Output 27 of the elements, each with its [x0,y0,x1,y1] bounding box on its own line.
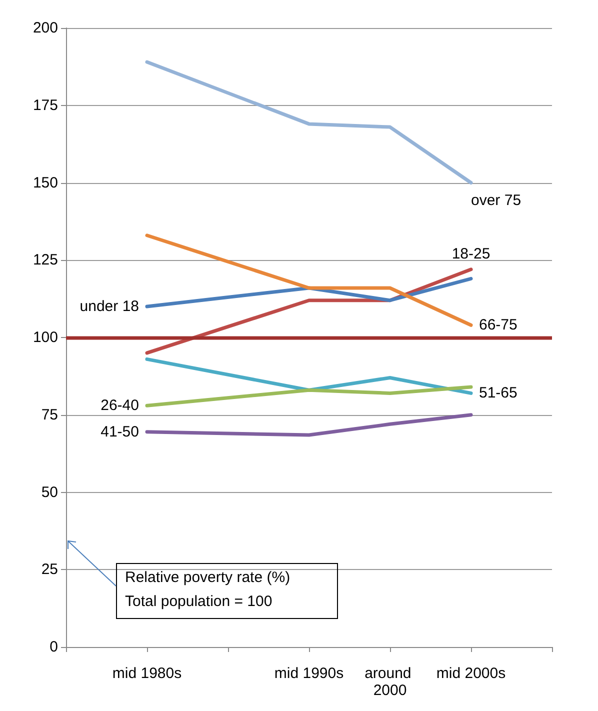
series-label: 18-25 [452,245,490,262]
line-series [145,60,473,184]
y-tick-label: 25 [41,561,58,578]
series-label: over 75 [471,192,522,209]
annotation: Relative poverty rate (%) [125,569,290,586]
x-tick-label: mid 1980s [112,665,182,682]
series-label: 66-75 [479,316,518,334]
series-label: 51-65 [479,384,518,402]
x-tick-label: mid 2000s [436,665,506,682]
line-series [145,276,473,308]
y-tick-label: 75 [41,406,58,424]
series-label: 26-40 [100,397,139,414]
y-tick-label: 150 [32,174,58,192]
line-series [145,357,473,395]
y-tick-label: 50 [41,484,58,501]
x-tick-label: around 2000 [364,665,416,699]
y-tick-label: 175 [32,96,58,114]
series-label: under 18 [80,298,139,316]
y-tick-label: 0 [50,638,58,656]
series-label: 41-50 [100,423,139,440]
y-tick-label: 100 [32,329,58,346]
line-series [145,385,473,408]
y-tick-label: 125 [32,252,58,269]
line-series [145,413,473,437]
y-tick-label: 200 [32,20,58,36]
annotation: Total population = 100 [125,593,272,610]
x-tick-label: mid 1990s [274,665,344,682]
